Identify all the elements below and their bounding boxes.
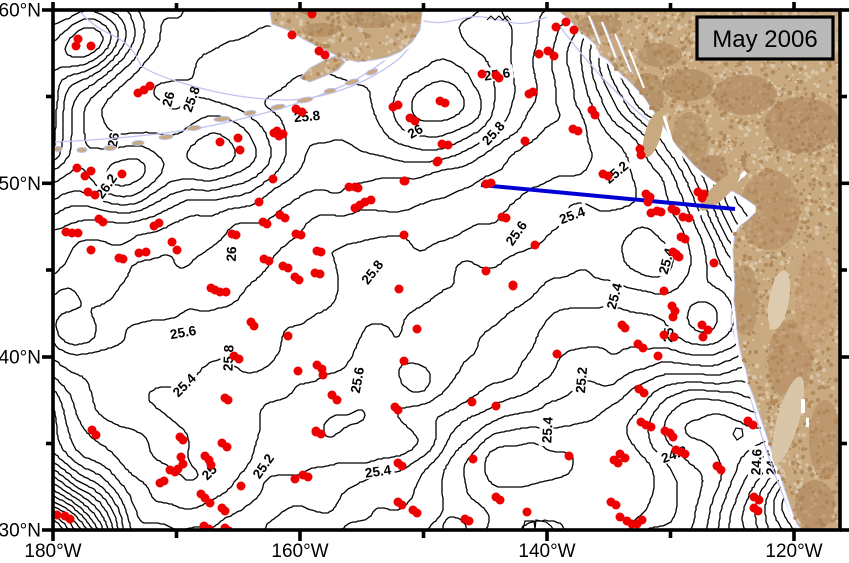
svg-text:25.2: 25.2: [573, 366, 590, 393]
svg-text:24.6: 24.6: [748, 448, 764, 476]
svg-text:25.6: 25.6: [348, 365, 367, 394]
svg-text:60°N: 60°N: [0, 1, 41, 22]
svg-text:25.8: 25.8: [221, 344, 237, 371]
svg-text:120°W: 120°W: [765, 541, 822, 562]
svg-text:30°N: 30°N: [0, 521, 41, 542]
svg-text:26: 26: [105, 131, 122, 149]
svg-text:40°N: 40°N: [0, 348, 41, 369]
svg-text:May 2006: May 2006: [712, 26, 817, 53]
svg-text:50°N: 50°N: [0, 174, 41, 195]
svg-text:26: 26: [159, 89, 178, 108]
svg-text:140°W: 140°W: [518, 541, 575, 562]
svg-text:26: 26: [224, 246, 240, 262]
svg-text:160°W: 160°W: [271, 541, 328, 562]
svg-text:25.4: 25.4: [539, 416, 555, 444]
svg-text:25.4: 25.4: [604, 281, 625, 311]
svg-text:25.4: 25.4: [364, 462, 393, 481]
svg-text:26: 26: [405, 121, 426, 142]
svg-text:180°W: 180°W: [24, 541, 81, 562]
svg-text:25.6: 25.6: [169, 323, 198, 342]
